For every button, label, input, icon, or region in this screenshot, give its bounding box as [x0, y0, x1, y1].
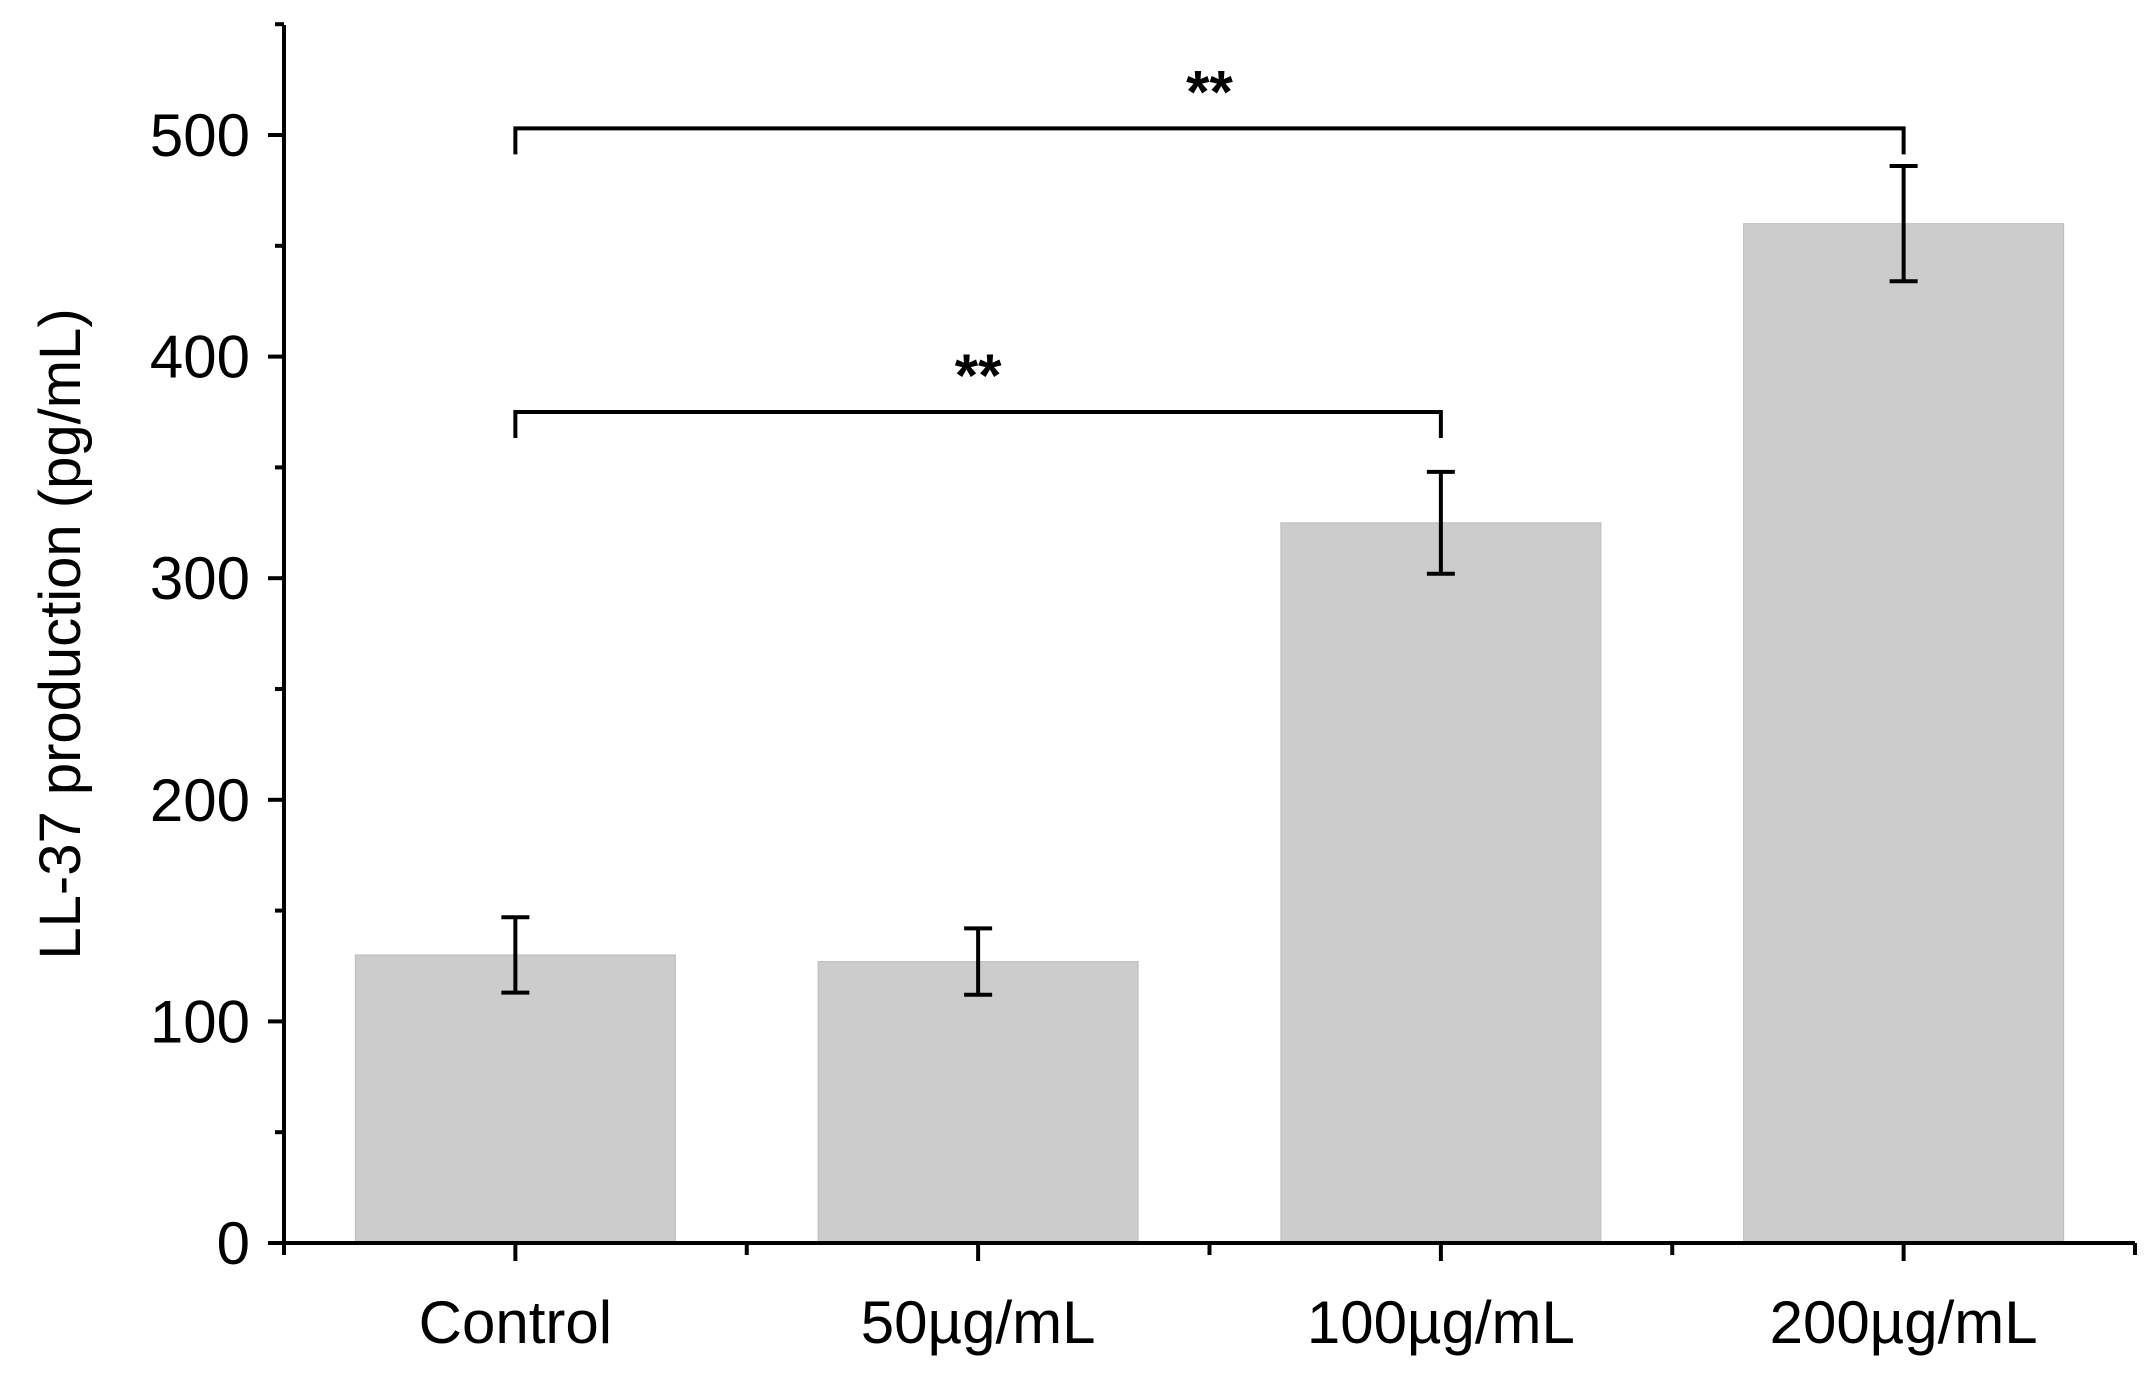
significance-annotations: ** ** — [513, 58, 1906, 438]
error-bars-layer — [501, 164, 1918, 997]
y-tick-label-300: 300 — [150, 545, 250, 612]
x-ticks: Control 50µg/mL 100µg/mL 200µg/mL — [282, 1243, 2137, 1356]
y-tick-label-0: 0 — [217, 1210, 250, 1277]
bars-layer — [354, 223, 2065, 1244]
significance-bracket-0 — [513, 410, 1443, 438]
significance-bracket-1 — [513, 126, 1906, 155]
x-tick-label-1: 50µg/mL — [861, 1289, 1096, 1356]
y-tick-label-200: 200 — [150, 767, 250, 834]
y-tick-label-500: 500 — [150, 102, 250, 169]
significance-label-1: ** — [1186, 58, 1233, 125]
x-tick-label-2: 100µg/mL — [1307, 1289, 1575, 1356]
bar-1 — [817, 961, 1139, 1244]
significance-label-0: ** — [955, 342, 1002, 409]
y-tick-label-400: 400 — [150, 324, 250, 391]
y-ticks: 0 100 200 300 400 500 — [150, 22, 284, 1277]
bar-0 — [354, 954, 676, 1244]
bar-2 — [1280, 522, 1602, 1244]
bar-3 — [1743, 223, 2065, 1244]
x-tick-label-3: 200µg/mL — [1770, 1289, 2038, 1356]
x-tick-label-0: Control — [419, 1289, 612, 1356]
y-tick-label-100: 100 — [150, 988, 250, 1055]
y-axis-title: LL-37 production (pg/mL) — [28, 308, 93, 959]
